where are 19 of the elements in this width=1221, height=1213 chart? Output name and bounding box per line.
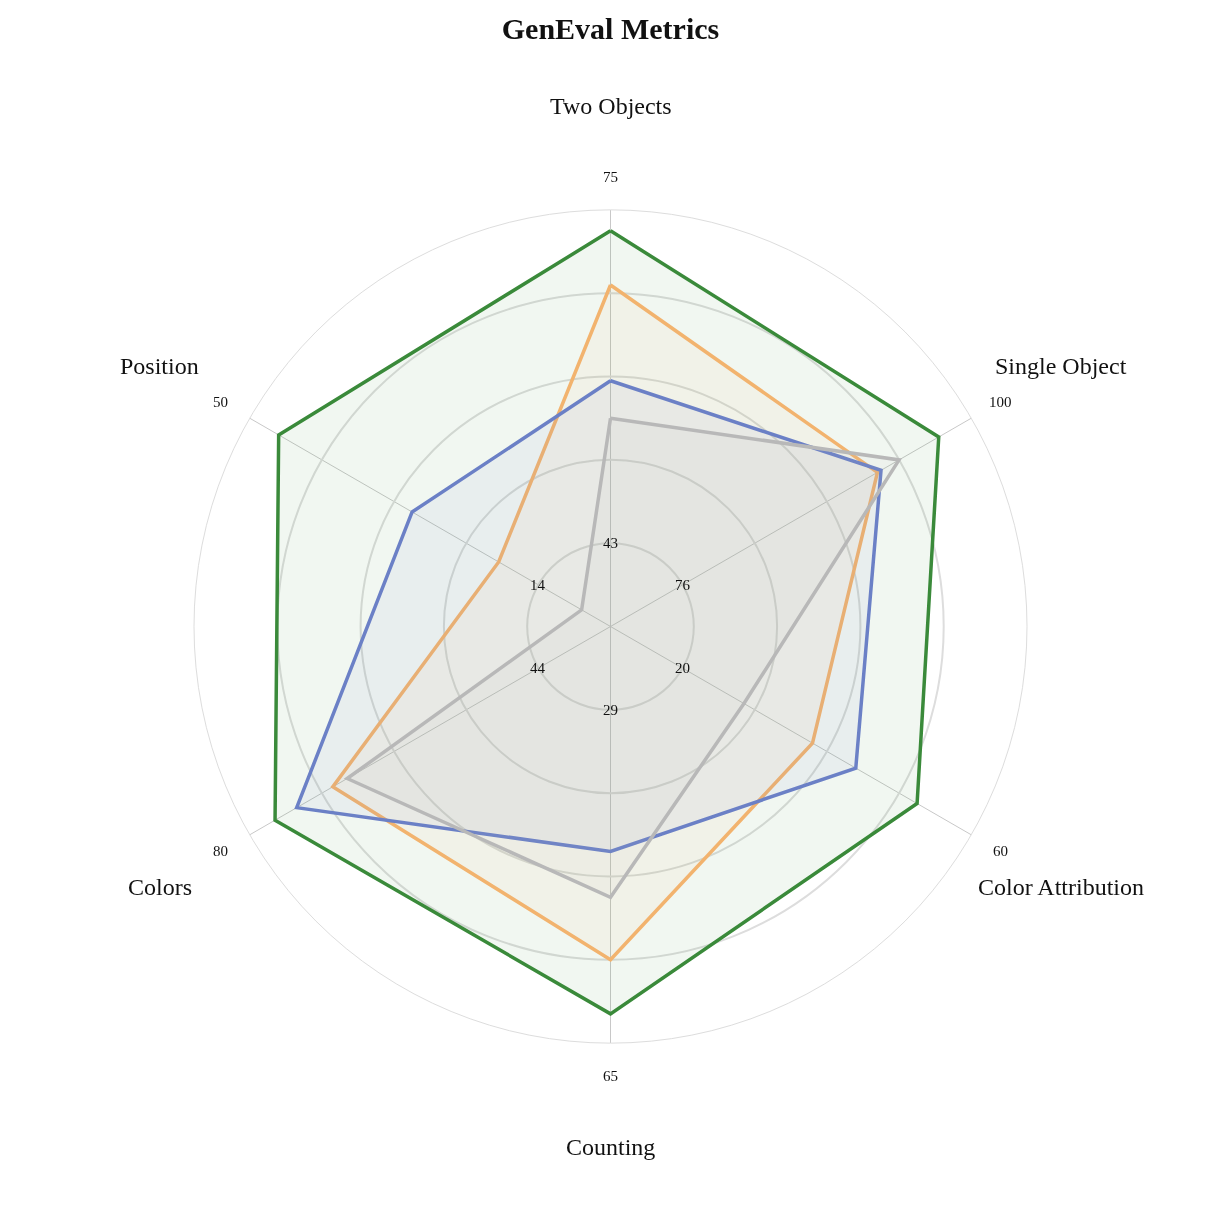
text: 65 <box>603 1068 618 1084</box>
spoke-label: Two Objects <box>550 93 672 119</box>
text: 100 <box>989 394 1012 410</box>
text: 44 <box>530 660 545 676</box>
text: 50 <box>213 394 228 410</box>
spoke-label: Counting <box>566 1134 656 1160</box>
text: 43 <box>603 535 618 551</box>
spoke-label: Single Object <box>995 353 1127 379</box>
spoke-label: Position <box>120 353 199 379</box>
text: 20 <box>675 660 690 676</box>
spoke-label: Colors <box>128 874 193 900</box>
text: 80 <box>213 843 228 859</box>
text: 60 <box>993 843 1008 859</box>
chart-title: GenEval Metrics <box>501 12 720 46</box>
text: 76 <box>675 577 690 593</box>
spoke-label: Color Attribution <box>978 874 1145 900</box>
text: 75 <box>603 169 618 185</box>
text: 14 <box>530 577 545 593</box>
text: 29 <box>603 702 618 718</box>
